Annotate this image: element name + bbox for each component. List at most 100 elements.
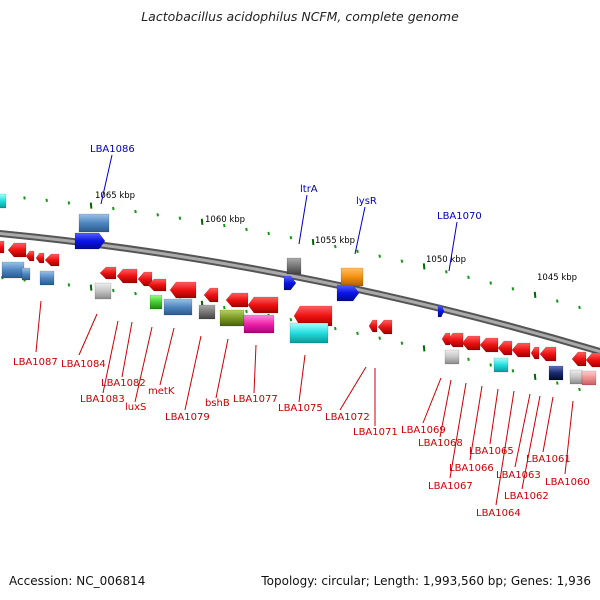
gene-label-lba1087[interactable]: LBA1087 <box>13 357 58 368</box>
gene-steel[interactable] <box>78 213 110 233</box>
gene-red[interactable] <box>99 266 117 280</box>
scale-tick <box>467 357 470 361</box>
gene-blue[interactable] <box>437 304 445 318</box>
gene-red[interactable] <box>479 337 499 353</box>
gene-red[interactable] <box>539 346 557 362</box>
gene-red[interactable] <box>461 335 481 351</box>
gene-steel[interactable] <box>163 298 193 316</box>
gene-red[interactable] <box>7 242 27 258</box>
gene-label-luxs[interactable]: luxS <box>125 402 146 413</box>
gene-steel[interactable] <box>21 267 31 281</box>
gene-label-lba1066[interactable]: LBA1066 <box>449 463 494 474</box>
scale-tick <box>334 326 337 331</box>
gene-blue[interactable] <box>283 275 297 291</box>
scale-tick <box>112 288 115 293</box>
gene-cyan[interactable] <box>493 357 509 373</box>
gene-label-bshb[interactable]: bshB <box>205 398 230 409</box>
gene-label-lysr[interactable]: lysR <box>356 196 377 207</box>
gene-blue[interactable] <box>74 232 106 250</box>
gene-red[interactable] <box>511 342 531 358</box>
gene-label-lba1072[interactable]: LBA1072 <box>325 412 370 423</box>
gene-red[interactable] <box>497 340 513 356</box>
gene-label-lba1070[interactable]: LBA1070 <box>437 211 482 222</box>
gene-gray[interactable] <box>286 257 302 275</box>
gene-red[interactable] <box>585 352 600 368</box>
gene-red[interactable] <box>44 253 60 267</box>
scale-tick <box>578 305 581 310</box>
gene-label-lba1061[interactable]: LBA1061 <box>526 454 571 465</box>
gene-label-lba1064[interactable]: LBA1064 <box>476 508 521 519</box>
gene-red[interactable] <box>147 278 167 292</box>
gene-red[interactable] <box>571 351 587 367</box>
gene-label-lba1077[interactable]: LBA1077 <box>233 394 278 405</box>
callout-lba1070 <box>448 221 458 272</box>
gene-blue[interactable] <box>336 284 360 302</box>
gene-red[interactable] <box>25 250 35 262</box>
scale-tick <box>578 387 581 392</box>
gene-label-lba1060[interactable]: LBA1060 <box>545 477 590 488</box>
gene-label-lba1086[interactable]: LBA1086 <box>90 144 135 155</box>
gene-label-lba1065[interactable]: LBA1065 <box>469 446 514 457</box>
gene-red[interactable] <box>441 332 451 346</box>
gene-label-metk[interactable]: metK <box>148 386 175 397</box>
scale-tick <box>378 254 381 258</box>
gene-lightgray[interactable] <box>94 282 112 300</box>
scale-tick <box>533 373 537 380</box>
gene-navy[interactable] <box>548 365 564 381</box>
gene-features[interactable] <box>0 193 600 386</box>
gene-orange[interactable] <box>340 267 364 287</box>
scale-tick <box>556 381 559 385</box>
gene-pink[interactable] <box>581 370 597 386</box>
gene-label-lba1075[interactable]: LBA1075 <box>278 403 323 414</box>
gene-red[interactable] <box>137 271 153 287</box>
scale-tick <box>356 249 359 253</box>
gene-red[interactable] <box>225 292 249 308</box>
scale-tick <box>356 331 359 335</box>
gene-gray[interactable] <box>198 304 216 320</box>
gene-label-lba1084[interactable]: LBA1084 <box>61 359 106 370</box>
gene-label-lba1083[interactable]: LBA1083 <box>80 394 125 405</box>
callout-lba1077 <box>253 344 257 394</box>
gene-magenta[interactable] <box>243 314 275 334</box>
gene-red[interactable] <box>247 296 279 314</box>
callout-lba1086 <box>100 154 113 205</box>
gene-lightgray[interactable] <box>569 369 583 385</box>
gene-red[interactable] <box>0 240 5 254</box>
genome-stats-text: Topology: circular; Length: 1,993,560 bp… <box>261 574 591 588</box>
callout-lba1079 <box>184 335 202 411</box>
gene-steel[interactable] <box>39 270 55 286</box>
gene-cyan[interactable] <box>289 322 329 344</box>
scale-tick <box>67 283 71 287</box>
scale-tick <box>89 202 93 209</box>
gene-olive[interactable] <box>219 309 245 327</box>
gene-lightgray[interactable] <box>444 349 460 365</box>
gene-label-lba1067[interactable]: LBA1067 <box>428 481 473 492</box>
gene-red[interactable] <box>203 287 219 303</box>
scale-tick <box>89 284 93 291</box>
gene-red[interactable] <box>116 268 138 284</box>
gene-label-lba1071[interactable]: LBA1071 <box>353 427 398 438</box>
scale-tick <box>422 345 426 352</box>
gene-label-lba1062[interactable]: LBA1062 <box>504 491 549 502</box>
scale-tick <box>400 259 404 263</box>
gene-label-lba1069[interactable]: LBA1069 <box>401 425 446 436</box>
gene-label-lba1068[interactable]: LBA1068 <box>418 438 463 449</box>
gene-label-lba1079[interactable]: LBA1079 <box>165 412 210 423</box>
gene-red[interactable] <box>530 346 540 360</box>
scale-tick <box>467 275 470 279</box>
gene-steel[interactable] <box>1 261 25 279</box>
gene-red[interactable] <box>446 332 464 348</box>
gene-green[interactable] <box>149 294 163 310</box>
gene-red[interactable] <box>368 319 378 333</box>
gene-label-lba1082[interactable]: LBA1082 <box>101 378 146 389</box>
callout-bshb <box>215 338 229 399</box>
gene-red[interactable] <box>169 281 197 299</box>
gene-label-lba1063[interactable]: LBA1063 <box>496 470 541 481</box>
scale-tick <box>23 196 26 200</box>
gene-red[interactable] <box>377 319 393 335</box>
gene-cyan[interactable] <box>0 193 7 209</box>
scale-label-1055: 1055 kbp <box>315 236 355 246</box>
gene-label-ltra[interactable]: ltrA <box>300 184 318 195</box>
gene-red[interactable] <box>35 252 45 264</box>
